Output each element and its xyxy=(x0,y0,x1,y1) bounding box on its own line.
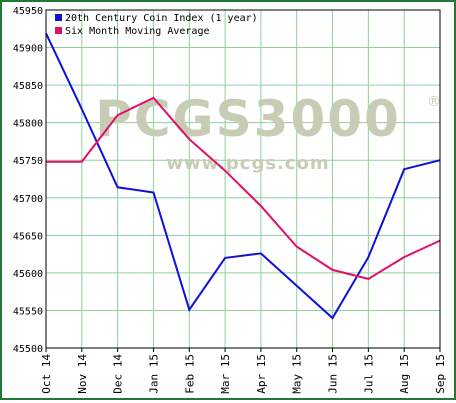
legend: 20th Century Coin Index (1 year) Six Mont… xyxy=(55,13,258,37)
series-line-2 xyxy=(46,96,441,280)
x-tick-label: Jan 15 xyxy=(147,354,160,394)
line-chart: PCGS3000 ® www.pcgs.com 4555045600456504… xyxy=(13,6,447,394)
y-tick-label: 45750 xyxy=(13,156,43,167)
plot-area-border xyxy=(45,9,441,349)
x-tick-label: Jun 15 xyxy=(327,354,340,394)
legend-swatch xyxy=(55,27,62,34)
y-tick-label: 45500 xyxy=(13,344,43,355)
x-tick-label: Nov 14 xyxy=(76,354,89,394)
axes: 45550 45600 45650 45700 45750 45800 45850 45900… xyxy=(13,6,447,394)
x-tick-label: Aug 15 xyxy=(398,354,411,394)
y-tick-label: 45650 xyxy=(13,231,43,242)
legend-label: 20th Century Coin Index (1 year) xyxy=(65,13,258,24)
y-tick-label: 45700 xyxy=(13,194,43,205)
series-line-1 xyxy=(45,32,441,320)
x-tick-label: Sep 15 xyxy=(434,354,447,394)
x-tick-label: Dec 14 xyxy=(112,354,125,394)
y-tick-label: 45600 xyxy=(13,269,43,280)
x-tick-label: May 15 xyxy=(291,354,304,394)
grid xyxy=(45,9,441,348)
y-tick-label: 45800 xyxy=(13,119,43,130)
pcgs-watermark: PCGS3000 ® www.pcgs.com xyxy=(95,90,441,174)
legend-swatch xyxy=(55,14,62,21)
y-tick-label: 45850 xyxy=(13,81,43,92)
watermark-url: www.pcgs.com xyxy=(166,153,329,174)
x-tick-label: Jul 15 xyxy=(362,354,375,394)
y-tick-label: 45550 xyxy=(13,306,43,317)
x-tick-label: Apr 15 xyxy=(255,354,268,394)
watermark-logo: PCGS3000 xyxy=(95,90,401,148)
series xyxy=(45,32,441,320)
watermark-registered: ® xyxy=(427,94,441,110)
x-tick-label: Mar 15 xyxy=(219,354,232,394)
x-tick-label: Oct 14 xyxy=(40,354,53,394)
y-tick-label: 45900 xyxy=(13,44,43,55)
y-tick-label: 45950 xyxy=(13,6,43,17)
legend-label: Six Month Moving Average xyxy=(65,26,210,37)
x-tick-label: Feb 15 xyxy=(183,354,196,394)
